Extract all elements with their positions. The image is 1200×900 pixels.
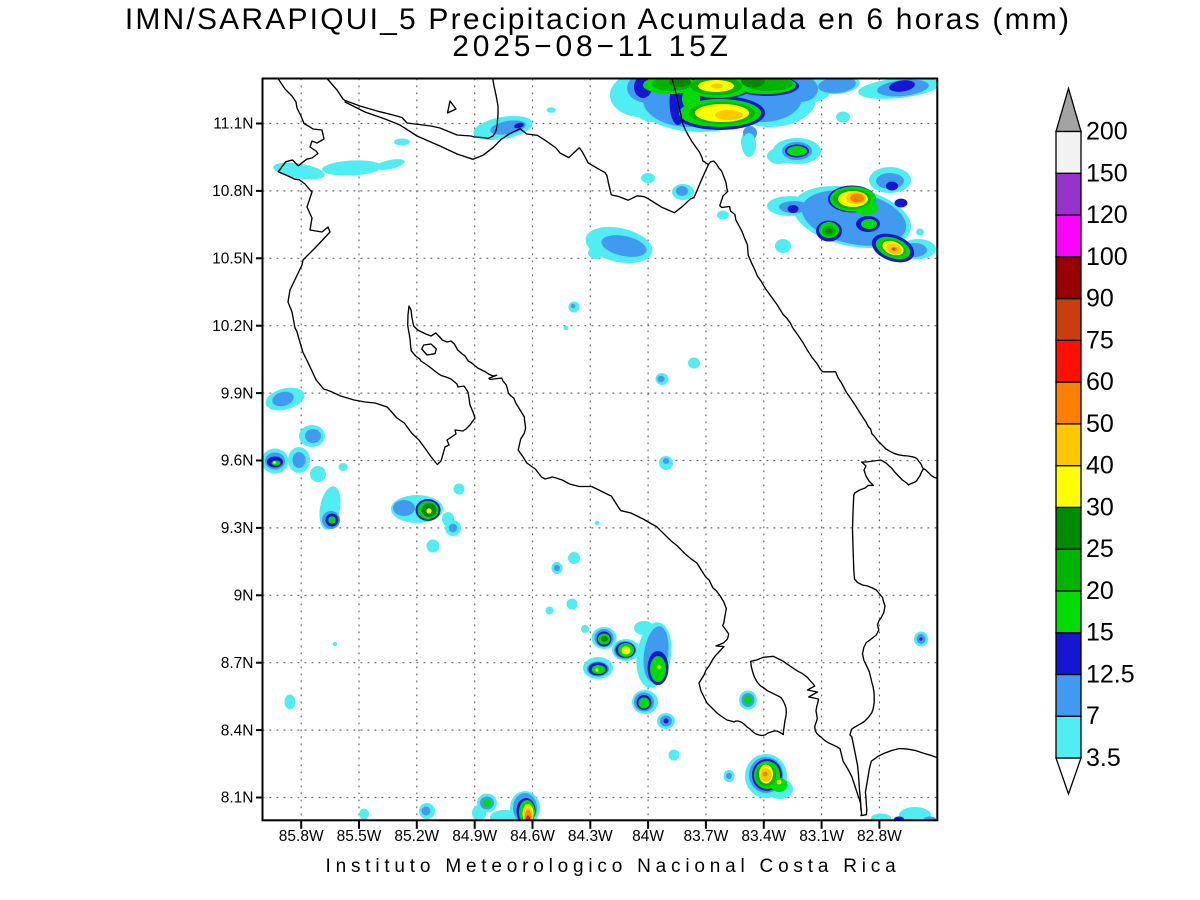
svg-text:3.5: 3.5	[1086, 744, 1121, 772]
svg-text:84.3W: 84.3W	[568, 828, 613, 845]
svg-text:15: 15	[1086, 619, 1114, 647]
svg-text:200: 200	[1086, 118, 1128, 146]
svg-text:10.8N: 10.8N	[212, 183, 253, 200]
svg-text:10.2N: 10.2N	[212, 318, 253, 335]
svg-text:60: 60	[1086, 368, 1114, 396]
svg-text:75: 75	[1086, 326, 1114, 354]
svg-text:85.5W: 85.5W	[337, 828, 382, 845]
svg-text:83.1W: 83.1W	[799, 828, 844, 845]
svg-text:8.1N: 8.1N	[221, 790, 254, 807]
svg-text:85.2W: 85.2W	[394, 828, 439, 845]
svg-text:90: 90	[1086, 285, 1114, 313]
svg-text:83.7W: 83.7W	[683, 828, 728, 845]
svg-text:9.3N: 9.3N	[221, 520, 254, 537]
svg-text:84W: 84W	[632, 828, 664, 845]
svg-text:150: 150	[1086, 159, 1128, 187]
svg-text:9.6N: 9.6N	[221, 453, 254, 470]
svg-text:25: 25	[1086, 535, 1114, 563]
svg-text:84.9W: 84.9W	[452, 828, 497, 845]
svg-text:84.6W: 84.6W	[510, 828, 555, 845]
svg-text:20: 20	[1086, 577, 1114, 605]
svg-text:IMN/SARAPIQUI_5 Precipitacion: IMN/SARAPIQUI_5 Precipitacion Acumulada …	[125, 3, 1071, 36]
svg-text:Instituto Meteorologico Nacion: Instituto Meteorologico Nacional Costa R…	[326, 856, 901, 877]
svg-text:100: 100	[1086, 243, 1128, 271]
svg-text:12.5: 12.5	[1086, 661, 1135, 689]
svg-text:9N: 9N	[234, 588, 254, 605]
svg-text:8.4N: 8.4N	[221, 722, 254, 739]
svg-text:50: 50	[1086, 410, 1114, 438]
svg-text:30: 30	[1086, 493, 1114, 521]
svg-text:120: 120	[1086, 201, 1128, 229]
svg-text:7: 7	[1086, 702, 1100, 730]
svg-text:8.7N: 8.7N	[221, 655, 254, 672]
svg-text:9.9N: 9.9N	[221, 385, 254, 402]
svg-text:82.8W: 82.8W	[857, 828, 902, 845]
svg-text:10.5N: 10.5N	[212, 251, 253, 268]
svg-text:83.4W: 83.4W	[741, 828, 786, 845]
svg-text:11.1N: 11.1N	[213, 116, 253, 133]
svg-text:85.8W: 85.8W	[279, 828, 324, 845]
svg-text:40: 40	[1086, 452, 1114, 480]
svg-text:2025−08−11 15Z: 2025−08−11 15Z	[452, 30, 732, 63]
